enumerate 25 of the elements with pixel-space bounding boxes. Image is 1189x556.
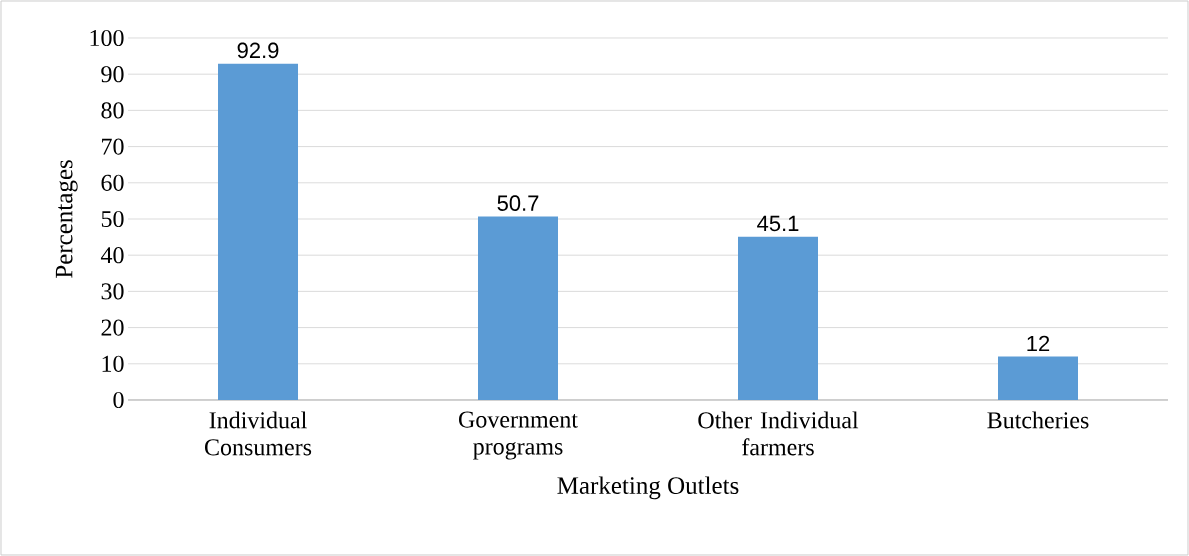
y-axis-title: Percentages <box>55 160 78 278</box>
data-label: 12 <box>1027 335 1050 352</box>
y-tick-label: 80 <box>101 102 124 119</box>
y-tick-label: 10 <box>102 355 124 372</box>
bar <box>478 216 559 400</box>
y-tick-label: 60 <box>101 174 124 191</box>
bar <box>998 356 1078 400</box>
y-tick-label: 0 <box>113 391 124 409</box>
data-label: 92.9 <box>237 42 279 59</box>
y-tick-label: 90 <box>101 66 124 83</box>
data-label: 50.7 <box>497 195 539 211</box>
x-tick-label: Government programs <box>459 411 578 460</box>
x-tick-label: Butcheries <box>987 411 1089 429</box>
y-tick-label: 70 <box>102 138 124 155</box>
y-tick-label: 30 <box>101 283 124 300</box>
data-label: 45.1 <box>757 215 799 232</box>
y-tick-label: 40 <box>100 247 124 264</box>
y-tick-label: 100 <box>90 29 124 47</box>
bar <box>218 63 299 400</box>
bar <box>738 236 818 400</box>
y-tick-label: 20 <box>101 319 124 336</box>
y-tick-label: 50 <box>101 210 124 228</box>
x-tick-label: Individual Consumers <box>204 411 312 456</box>
x-tick-label: Other Individual farmers <box>698 411 859 456</box>
x-axis-title: Marketing Outlets <box>557 476 739 500</box>
